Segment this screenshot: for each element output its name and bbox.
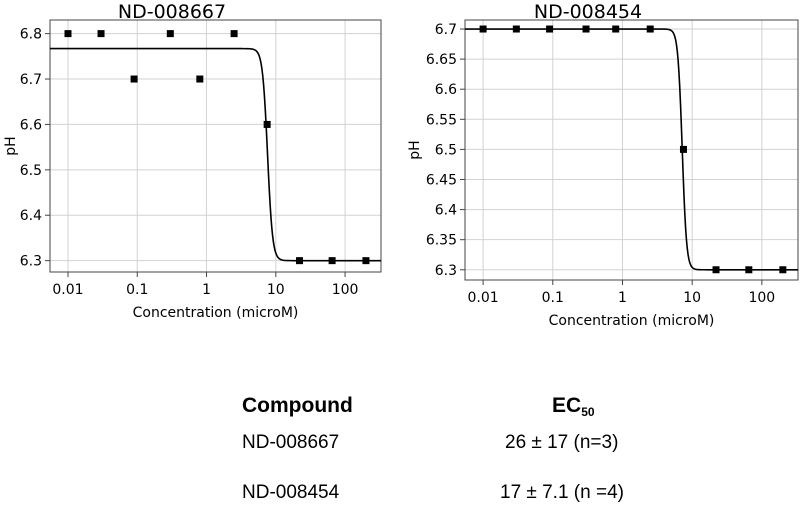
y-tick-label: 6.65: [426, 52, 457, 68]
y-tick-label: 6.5: [20, 163, 42, 179]
chart-svg: ND-008454 0.01 0.1 1 10 100 6.3 6.35 6.4 6.45 6.5 6…: [407, 1, 799, 329]
x-tick-label: 0.01: [468, 290, 499, 306]
y-axis-label: pH: [407, 140, 423, 159]
data-point: [712, 266, 720, 274]
header-ec-subscript: 50: [581, 405, 595, 419]
y-tick-label: 6.55: [426, 112, 457, 128]
data-point: [263, 120, 271, 128]
x-tick-label: 1: [618, 290, 627, 306]
y-tick-label: 6.4: [20, 208, 42, 224]
plot-frame: [49, 19, 382, 273]
x-tick-label: 100: [332, 282, 359, 298]
x-tick-label: 10: [267, 282, 285, 298]
grid: [50, 20, 381, 272]
y-tick-label: 6.7: [435, 22, 457, 38]
y-tick-label: 6.6: [435, 82, 457, 98]
ec50-table: Compound EC50 ND-008667 26 ± 17 (n=3) ND…: [0, 380, 800, 506]
data-point: [546, 25, 554, 33]
x-tick-label: 10: [683, 290, 701, 306]
x-axis-label: Concentration (microM): [133, 305, 299, 321]
header-compound: Compound: [242, 394, 353, 417]
data-point: [230, 30, 238, 38]
data-point: [130, 75, 138, 83]
y-tick-label: 6.6: [20, 117, 42, 133]
row-2-compound: ND-008454: [242, 482, 340, 503]
x-tick-label: 1: [202, 282, 211, 298]
data-point: [328, 257, 336, 265]
row-1-ec50: 26 ± 17 (n=3): [505, 432, 619, 453]
chart-title: ND-008667: [118, 1, 226, 23]
header-ec-text: EC: [552, 394, 582, 417]
data-point: [97, 30, 105, 38]
data-point: [296, 257, 304, 265]
y-tick-label: 6.45: [426, 172, 457, 188]
y-tick-label: 6.3: [20, 254, 42, 270]
chart-svg: ND-008667 0.01 0.1 1 10 100 6.3 6.4 6.5 6.6 6.7 6.8…: [3, 1, 382, 321]
y-tick-label: 6.35: [426, 233, 457, 249]
x-tick-label: 0.1: [542, 290, 564, 306]
plot-frame: [464, 19, 799, 281]
data-point: [362, 257, 370, 265]
data-point: [479, 25, 487, 33]
x-tick-label: 100: [748, 290, 775, 306]
y-tick-label: 6.5: [435, 142, 457, 158]
row-2-ec50: 17 ± 7.1 (n =4): [500, 482, 624, 503]
data-point: [196, 75, 204, 83]
y-tick-label: 6.8: [20, 27, 42, 43]
y-axis-label: pH: [3, 136, 19, 155]
data-point: [512, 25, 520, 33]
header-ec50: EC50: [552, 394, 595, 419]
data-point: [679, 145, 687, 153]
grid: [465, 20, 798, 280]
data-point: [582, 25, 590, 33]
fit-curve: [50, 47, 381, 262]
x-tick-label: 0.01: [52, 282, 83, 298]
data-point: [612, 25, 620, 33]
data-point: [745, 266, 753, 274]
y-tick-label: 6.7: [20, 72, 42, 88]
y-tick-label: 6.4: [435, 203, 457, 219]
data-point: [779, 266, 787, 274]
data-point: [166, 30, 174, 38]
data-point: [646, 25, 654, 33]
x-axis-label: Concentration (microM): [549, 313, 715, 329]
chart-nd-008667: ND-008667 0.01 0.1 1 10 100 6.3 6.4 6.5 6.6 6.7 6.8…: [0, 0, 400, 340]
row-1-compound: ND-008667: [242, 432, 340, 453]
chart-title: ND-008454: [534, 1, 642, 23]
fit-curve: [465, 28, 798, 271]
data-point: [64, 30, 72, 38]
x-tick-label: 0.1: [126, 282, 148, 298]
chart-nd-008454: ND-008454 0.01 0.1 1 10 100 6.3 6.35 6.4 6.45 6.5 6…: [400, 0, 800, 340]
y-tick-label: 6.3: [435, 263, 457, 279]
